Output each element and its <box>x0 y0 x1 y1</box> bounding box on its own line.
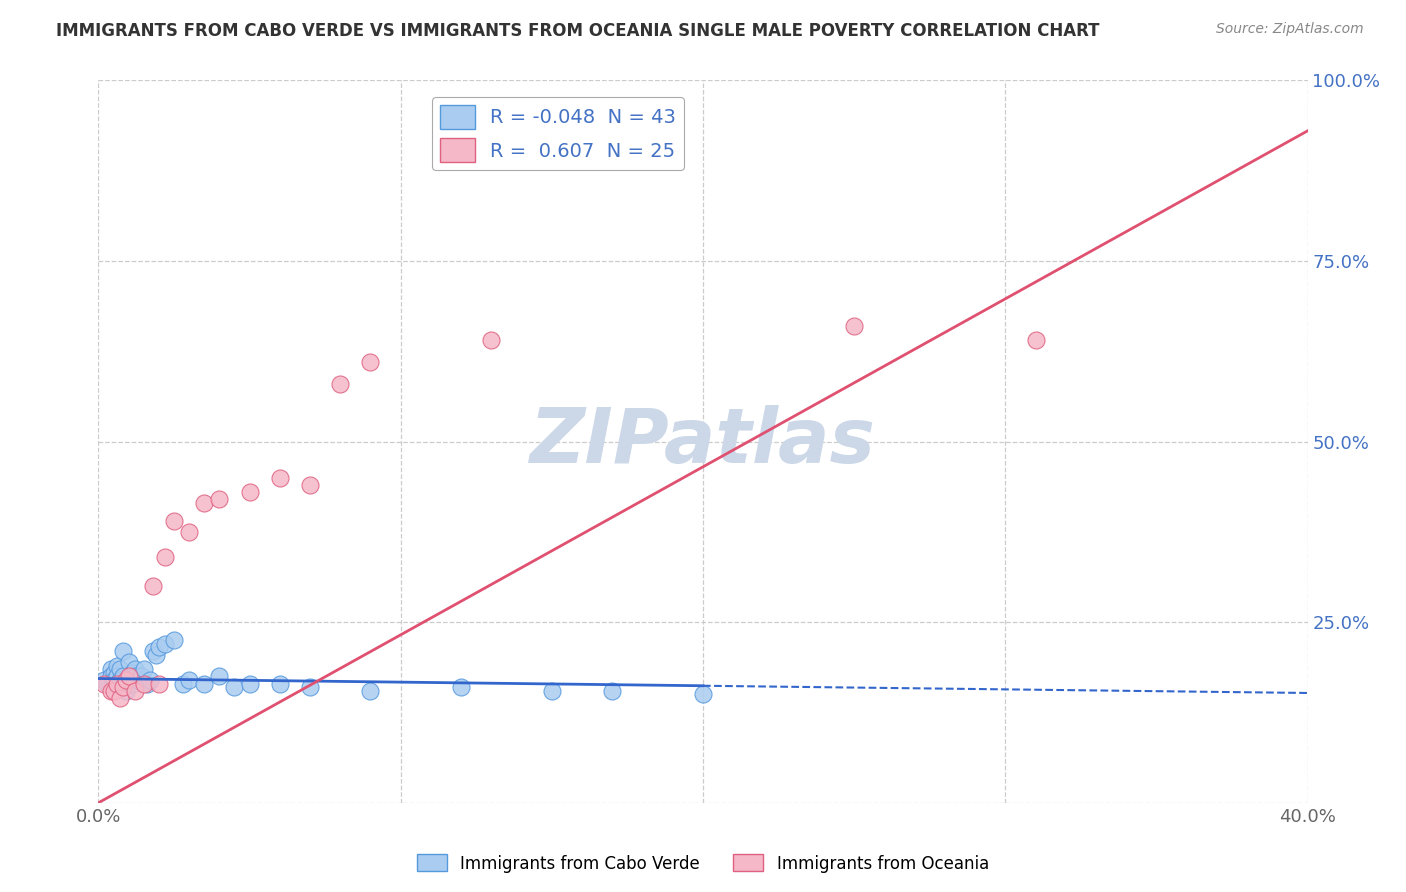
Point <box>100 662 122 676</box>
Point <box>118 669 141 683</box>
Point <box>135 676 157 690</box>
Point <box>111 669 134 683</box>
Point <box>100 669 122 683</box>
Point <box>692 687 714 701</box>
Point <box>602 683 624 698</box>
Point <box>145 648 167 662</box>
Point <box>208 492 231 507</box>
Point <box>96 676 118 690</box>
Point <box>124 669 146 683</box>
Point <box>163 514 186 528</box>
Point <box>118 673 141 687</box>
Point <box>142 579 165 593</box>
Point <box>142 644 165 658</box>
Point <box>132 676 155 690</box>
Point <box>269 470 291 484</box>
Point <box>163 633 186 648</box>
Point <box>105 658 128 673</box>
Point <box>93 676 115 690</box>
Point <box>153 637 176 651</box>
Point <box>208 669 231 683</box>
Point <box>172 676 194 690</box>
Point <box>103 683 125 698</box>
Point <box>299 478 322 492</box>
Point <box>360 355 382 369</box>
Point <box>111 644 134 658</box>
Point <box>299 680 322 694</box>
Text: IMMIGRANTS FROM CABO VERDE VS IMMIGRANTS FROM OCEANIA SINGLE MALE POVERTY CORREL: IMMIGRANTS FROM CABO VERDE VS IMMIGRANTS… <box>56 22 1099 40</box>
Point <box>103 673 125 687</box>
Point <box>224 680 246 694</box>
Point <box>153 550 176 565</box>
Point <box>239 676 262 690</box>
Point <box>108 673 131 687</box>
Legend: R = -0.048  N = 43, R =  0.607  N = 25: R = -0.048 N = 43, R = 0.607 N = 25 <box>432 97 683 170</box>
Point <box>124 662 146 676</box>
Point <box>269 676 291 690</box>
Point <box>239 485 262 500</box>
Legend: Immigrants from Cabo Verde, Immigrants from Oceania: Immigrants from Cabo Verde, Immigrants f… <box>411 847 995 880</box>
Point <box>103 665 125 680</box>
Point <box>450 680 472 694</box>
Point <box>139 673 162 687</box>
Point <box>360 683 382 698</box>
Point <box>105 676 128 690</box>
Point <box>540 683 562 698</box>
Point <box>114 676 136 690</box>
Point <box>193 496 215 510</box>
Point <box>481 334 503 348</box>
Point <box>124 683 146 698</box>
Point <box>329 376 352 391</box>
Point <box>114 683 136 698</box>
Point <box>100 683 122 698</box>
Point <box>1024 334 1046 348</box>
Point <box>121 665 143 680</box>
Point <box>121 676 143 690</box>
Point <box>132 662 155 676</box>
Point <box>148 676 170 690</box>
Point <box>114 673 136 687</box>
Point <box>129 669 152 683</box>
Point <box>118 655 141 669</box>
Point <box>179 524 201 539</box>
Point <box>127 673 149 687</box>
Point <box>108 662 131 676</box>
Point <box>105 669 128 683</box>
Point <box>193 676 215 690</box>
Point <box>93 673 115 687</box>
Text: ZIPatlas: ZIPatlas <box>530 405 876 478</box>
Point <box>148 640 170 655</box>
Point <box>108 691 131 706</box>
Text: Source: ZipAtlas.com: Source: ZipAtlas.com <box>1216 22 1364 37</box>
Point <box>111 680 134 694</box>
Point <box>179 673 201 687</box>
Point <box>844 318 866 333</box>
